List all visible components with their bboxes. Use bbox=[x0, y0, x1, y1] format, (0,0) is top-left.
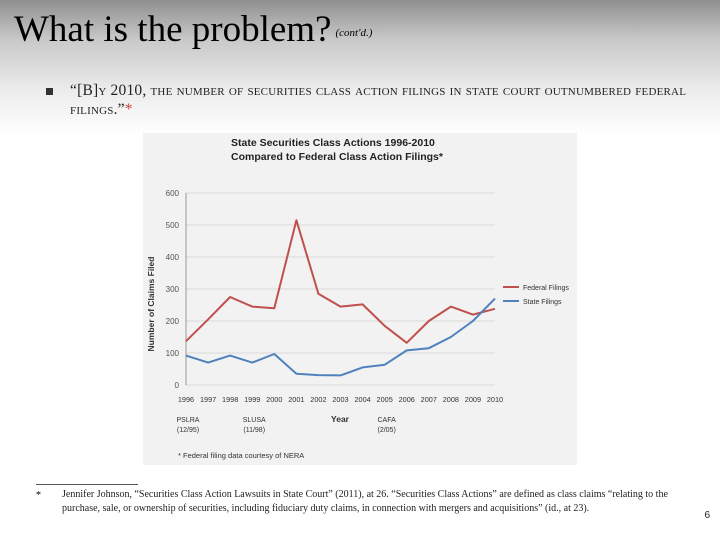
event-date: (12/95) bbox=[177, 427, 199, 434]
x-tick-label: 1997 bbox=[200, 395, 216, 404]
series-line-state-filings bbox=[185, 297, 496, 377]
x-tick-label: 2004 bbox=[354, 395, 370, 404]
x-tick-label: 2010 bbox=[487, 395, 503, 404]
legend-label: Federal Filings bbox=[523, 285, 569, 292]
x-tick-label: 1998 bbox=[222, 395, 238, 404]
event-label: PSLRA bbox=[177, 417, 200, 424]
legend-label: State Filings bbox=[523, 299, 562, 306]
event-label: SLUSA bbox=[243, 417, 266, 424]
x-tick-label: 2002 bbox=[310, 395, 326, 404]
y-tick-label: 0 bbox=[175, 381, 180, 390]
event-date: (2/05) bbox=[377, 427, 395, 434]
chart-svg: State Securities Class Actions 1996-2010… bbox=[146, 137, 569, 460]
series-line-federal-filings bbox=[185, 219, 496, 344]
slide-title-text: What is the problem? bbox=[14, 9, 332, 50]
chart-title: State Securities Class Actions 1996-2010 bbox=[231, 137, 435, 149]
x-axis-label: Year bbox=[331, 414, 350, 424]
y-tick-label: 500 bbox=[166, 221, 180, 230]
x-tick-label: 1996 bbox=[178, 395, 194, 404]
y-tick-label: 600 bbox=[166, 189, 180, 198]
x-tick-label: 2009 bbox=[465, 395, 481, 404]
bullet-quote: “[B]y 2010, the number of securities cla… bbox=[70, 81, 700, 119]
y-tick-label: 100 bbox=[166, 349, 180, 358]
footnote-marker: * bbox=[36, 490, 41, 501]
page-number: 6 bbox=[704, 510, 710, 521]
bullet-quote-text: “[B]y 2010, the number of securities cla… bbox=[70, 82, 687, 118]
bullet-footnote-star: * bbox=[124, 101, 133, 118]
x-tick-label: 2001 bbox=[288, 395, 304, 404]
chart-subtitle: Compared to Federal Class Action Filings… bbox=[231, 151, 444, 163]
x-tick-label: 2005 bbox=[377, 395, 393, 404]
y-axis-label: Number of Claims Filed bbox=[146, 257, 156, 352]
x-tick-label: 2006 bbox=[399, 395, 415, 404]
x-tick-label: 2003 bbox=[332, 395, 348, 404]
slide-title: What is the problem? (cont'd.) bbox=[14, 8, 372, 55]
y-tick-label: 200 bbox=[166, 317, 180, 326]
x-tick-label: 1999 bbox=[244, 395, 260, 404]
source-note: * Federal filing data courtesy of NERA bbox=[178, 451, 304, 460]
bullet-square-icon bbox=[46, 88, 53, 95]
footnote-rule bbox=[36, 484, 138, 485]
x-tick-label: 2007 bbox=[421, 395, 437, 404]
x-tick-label: 2008 bbox=[443, 395, 459, 404]
y-tick-label: 400 bbox=[166, 253, 180, 262]
event-label: CAFA bbox=[377, 417, 396, 424]
line-chart: State Securities Class Actions 1996-2010… bbox=[143, 133, 577, 465]
slide-title-suffix: (cont'd.) bbox=[335, 26, 373, 39]
y-tick-label: 300 bbox=[166, 285, 180, 294]
event-date: (11/98) bbox=[243, 427, 265, 434]
footnote-text: Jennifer Johnson, “Securities Class Acti… bbox=[62, 489, 668, 514]
x-tick-label: 2000 bbox=[266, 395, 282, 404]
